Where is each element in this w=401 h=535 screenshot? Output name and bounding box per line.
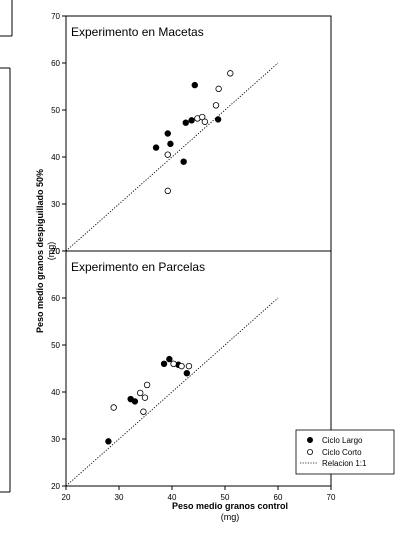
y-tick-label: 70 bbox=[51, 247, 60, 256]
y-tick-label: 40 bbox=[51, 153, 60, 162]
x-axis-unit: (mg) bbox=[221, 512, 240, 522]
panel-title: Experimento en Macetas bbox=[71, 25, 204, 39]
x-tick-label: 30 bbox=[115, 493, 124, 502]
point-ciclo-largo bbox=[214, 116, 222, 123]
panel-parcelas: Experimento en Parcelas 20 30 40 50 60 70 bbox=[51, 247, 332, 491]
y-axis-title: Peso medio granos despiguillado 50% bbox=[35, 169, 45, 333]
point-ciclo-largo bbox=[180, 158, 187, 165]
point-ciclo-corto bbox=[141, 394, 149, 401]
point-ciclo-corto bbox=[170, 360, 177, 367]
y-tick-label: 50 bbox=[51, 106, 60, 115]
y-tick-label: 70 bbox=[51, 12, 60, 21]
y-axis-ticks: 20 30 40 50 60 70 bbox=[51, 247, 66, 491]
point-ciclo-corto bbox=[143, 381, 151, 389]
point-ciclo-corto bbox=[164, 151, 171, 158]
point-ciclo-largo bbox=[191, 81, 198, 89]
point-ciclo-corto bbox=[201, 118, 209, 125]
data-points bbox=[105, 355, 193, 445]
point-ciclo-largo bbox=[164, 130, 171, 137]
panel-macetas: Experimento en Macetas 20 30 40 50 60 70 bbox=[51, 12, 332, 256]
point-ciclo-largo bbox=[188, 117, 195, 124]
point-ciclo-corto bbox=[227, 70, 234, 77]
legend-label-ciclo-largo: Ciclo Largo bbox=[322, 436, 363, 445]
y-tick-label: 40 bbox=[51, 388, 60, 397]
legend-label-relacion: Relacion 1:1 bbox=[322, 459, 367, 468]
x-tick-label: 60 bbox=[274, 493, 283, 502]
point-ciclo-corto bbox=[215, 85, 222, 93]
x-axis-ticks: 20 30 40 50 60 70 bbox=[62, 486, 336, 502]
x-tick-label: 50 bbox=[221, 493, 230, 502]
point-ciclo-largo bbox=[183, 370, 191, 377]
x-tick-label: 40 bbox=[168, 493, 177, 502]
legend-label-ciclo-corto: Ciclo Corto bbox=[322, 448, 362, 457]
point-ciclo-largo bbox=[182, 119, 189, 126]
point-ciclo-largo bbox=[160, 360, 168, 367]
reference-line bbox=[65, 62, 279, 252]
point-ciclo-corto bbox=[199, 113, 206, 121]
x-tick-label: 20 bbox=[62, 493, 71, 502]
point-ciclo-corto bbox=[185, 362, 193, 370]
legend-marker-ciclo-corto bbox=[306, 448, 313, 455]
point-ciclo-corto bbox=[164, 187, 171, 195]
data-points bbox=[152, 70, 234, 195]
y-tick-label: 30 bbox=[51, 435, 60, 444]
point-ciclo-corto bbox=[110, 404, 117, 411]
legend: Ciclo Largo Ciclo Corto Relacion 1:1 bbox=[295, 429, 395, 475]
legend-marker-ciclo-largo bbox=[306, 436, 313, 443]
reference-line-1-1 bbox=[65, 297, 279, 487]
point-ciclo-corto bbox=[178, 362, 185, 370]
plot-frame bbox=[65, 250, 332, 487]
reference-line-1-1 bbox=[65, 62, 279, 252]
y-tick-label: 60 bbox=[51, 59, 60, 68]
y-axis-unit: (mg) bbox=[46, 242, 56, 261]
point-ciclo-corto bbox=[212, 102, 220, 109]
point-ciclo-largo bbox=[131, 398, 139, 405]
y-tick-label: 30 bbox=[51, 200, 60, 209]
x-tick-label: 70 bbox=[327, 493, 336, 502]
point-ciclo-largo bbox=[152, 144, 160, 151]
x-axis-title: Peso medio granos control bbox=[172, 501, 288, 511]
y-tick-label: 20 bbox=[51, 482, 60, 491]
cropped-left-artifact bbox=[0, 0, 13, 493]
point-ciclo-largo bbox=[166, 355, 173, 363]
y-tick-label: 50 bbox=[51, 341, 60, 350]
point-ciclo-corto bbox=[140, 408, 147, 415]
point-ciclo-largo bbox=[105, 438, 112, 445]
panel-title: Experimento en Parcelas bbox=[71, 260, 205, 274]
y-tick-label: 20 bbox=[51, 247, 60, 256]
y-tick-label: 60 bbox=[51, 294, 60, 303]
reference-line bbox=[65, 297, 279, 487]
point-ciclo-largo bbox=[167, 140, 174, 148]
point-ciclo-corto bbox=[136, 389, 144, 397]
